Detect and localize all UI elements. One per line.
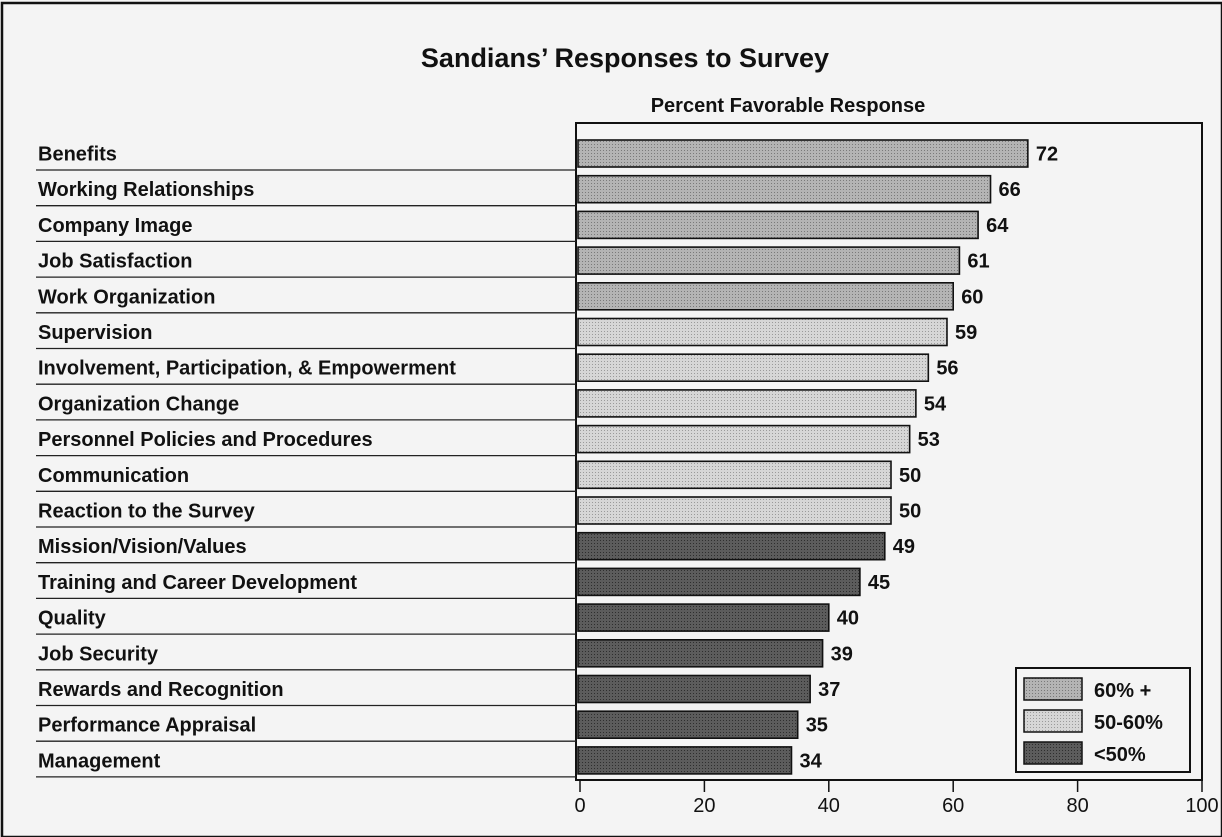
bar-training-and-career-development	[577, 567, 861, 597]
legend-swatch-mid	[1023, 709, 1083, 733]
legend-label-high: 60% +	[1094, 680, 1151, 702]
legend-label-mid: 50-60%	[1094, 712, 1163, 734]
x-tick-label-60: 60	[942, 795, 964, 817]
x-tick-label-20: 20	[693, 795, 715, 817]
value-label-work-organization: 60	[961, 286, 983, 308]
category-label-quality: Quality	[38, 608, 107, 630]
legend-label-low: <50%	[1094, 744, 1146, 766]
x-axis-label: Percent Favorable Response	[651, 95, 926, 117]
bar-personnel-policies-and-procedures	[577, 424, 911, 454]
category-label-training-and-career-development: Training and Career Development	[38, 572, 357, 594]
bar-performance-appraisal	[577, 710, 799, 740]
value-label-job-satisfaction: 61	[967, 251, 989, 273]
plot-area	[575, 122, 1203, 781]
value-label-quality: 40	[837, 608, 859, 630]
category-label-reaction-to-the-survey: Reaction to the Survey	[38, 501, 256, 523]
category-label-benefits: Benefits	[38, 144, 117, 166]
category-label-personnel-policies-and-procedures: Personnel Policies and Procedures	[38, 429, 373, 451]
value-label-training-and-career-development: 45	[868, 572, 890, 594]
category-label-job-security: Job Security	[38, 643, 159, 665]
value-label-supervision: 59	[955, 322, 977, 344]
bar-quality	[577, 603, 830, 632]
category-label-organization-change: Organization Change	[38, 393, 239, 415]
value-label-performance-appraisal: 35	[806, 715, 828, 737]
category-labels: Benefits Working Relationships Company Ima…	[36, 144, 576, 778]
chart-title: Sandians’ Responses to Survey	[421, 43, 829, 73]
category-label-rewards-and-recognition: Rewards and Recognition	[38, 679, 284, 701]
category-label-working-relationships: Working Relationships	[38, 179, 254, 201]
bar-job-security	[577, 638, 824, 668]
category-label-management: Management	[38, 750, 161, 772]
bar-reaction-to-the-survey	[577, 496, 892, 525]
category-label-supervision: Supervision	[38, 322, 152, 344]
value-label-personnel-policies-and-procedures: 53	[918, 429, 940, 451]
category-label-company-image: Company Image	[38, 215, 192, 237]
x-tick-label-40: 40	[818, 795, 840, 817]
x-tick-label-0: 0	[574, 795, 585, 817]
legend-swatch-high	[1023, 677, 1083, 701]
value-label-job-security: 39	[831, 643, 853, 665]
bar-work-organization	[577, 281, 955, 311]
category-label-communication: Communication	[38, 465, 189, 487]
value-label-organization-change: 54	[924, 393, 947, 415]
legend: 60% + 50-60% <50%	[1015, 667, 1191, 773]
bar-involvement-participation-empowerment	[577, 353, 930, 383]
category-label-job-satisfaction: Job Satisfaction	[38, 251, 192, 273]
category-label-mission-vision-values: Mission/Vision/Values	[38, 536, 247, 558]
bar-rewards-and-recognition	[577, 674, 811, 704]
category-label-work-organization: Work Organization	[38, 286, 215, 308]
bar-job-satisfaction	[577, 246, 961, 275]
bar-organization-change	[577, 389, 917, 418]
x-tick-label-80: 80	[1066, 795, 1088, 817]
bar-supervision	[577, 317, 948, 347]
category-label-performance-appraisal: Performance Appraisal	[38, 715, 256, 737]
value-label-communication: 50	[899, 465, 921, 487]
x-tick-label-100: 100	[1185, 795, 1218, 817]
bar-working-relationships	[577, 174, 992, 204]
bar-mission-vision-values	[577, 531, 886, 561]
value-label-management: 34	[799, 750, 822, 772]
value-label-working-relationships: 66	[999, 179, 1021, 201]
value-label-company-image: 64	[986, 215, 1009, 237]
bar-communication	[577, 460, 892, 490]
x-axis-ticks: 0 20 40 60 80 100	[574, 780, 1219, 817]
bar-company-image	[577, 210, 979, 240]
legend-swatch-low	[1023, 741, 1083, 765]
bar-management	[577, 746, 793, 775]
bars	[577, 139, 1029, 775]
value-label-rewards-and-recognition: 37	[818, 679, 840, 701]
value-label-benefits: 72	[1036, 144, 1058, 166]
value-label-reaction-to-the-survey: 50	[899, 501, 921, 523]
category-label-involvement-participation-empowerment: Involvement, Participation, & Empowermen…	[38, 358, 456, 380]
bar-benefits	[577, 139, 1029, 168]
value-label-involvement-participation-empowerment: 56	[936, 358, 958, 380]
value-label-mission-vision-values: 49	[893, 536, 915, 558]
